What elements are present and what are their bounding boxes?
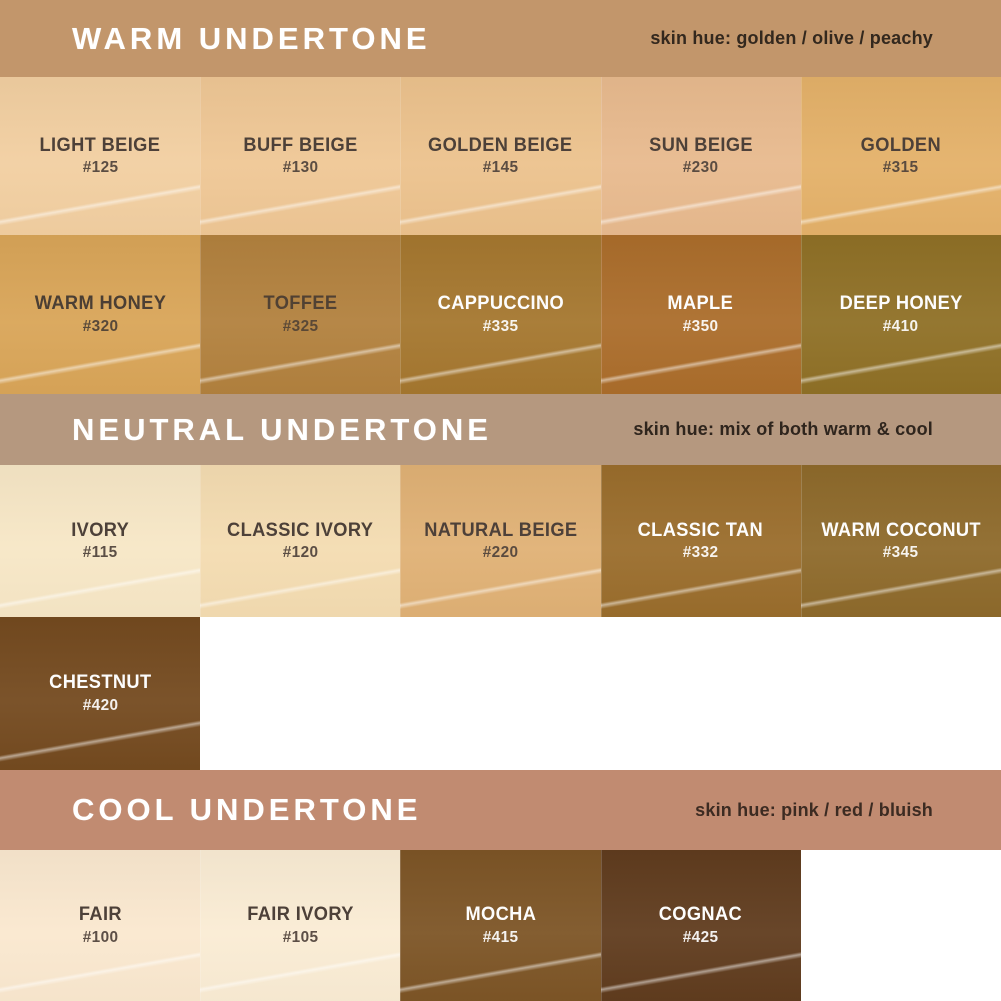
shade-code: #145 — [482, 159, 519, 177]
warm-undertone-header: WARM UNDERTONE skin hue: golden / olive … — [0, 0, 1001, 77]
empty-cell — [200, 617, 1001, 770]
swatch-cappuccino: CAPPUCCINO #335 — [400, 235, 601, 394]
shade-code: #315 — [883, 159, 919, 177]
shade-name: SUN BEIGE — [648, 134, 753, 156]
shade-code: #410 — [883, 317, 919, 335]
shade-name: IVORY — [71, 519, 130, 541]
cool-swatch-row: FAIR #100 FAIR IVORY #105 MOCHA #415 COG… — [0, 850, 1001, 1001]
swatch-warm-honey: WARM HONEY #320 — [0, 235, 201, 394]
neutral-swatch-row-2: CHESTNUT #420 — [0, 617, 1001, 770]
swatch-classic-ivory: CLASSIC IVORY #120 — [200, 465, 401, 617]
shade-name: COGNAC — [659, 904, 743, 926]
shade-name: BUFF BEIGE — [243, 134, 358, 156]
swatch-warm-coconut: WARM COCONUT #345 — [800, 465, 1001, 617]
shade-code: #120 — [282, 544, 319, 562]
warm-undertone-title: WARM UNDERTONE — [72, 20, 431, 56]
swatch-fair: FAIR #100 — [0, 850, 201, 1001]
shade-name: FAIR — [78, 904, 122, 926]
shade-code: #220 — [482, 544, 519, 562]
shade-name: LIGHT BEIGE — [39, 134, 161, 156]
swatch-deep-honey: DEEP HONEY #410 — [800, 235, 1001, 394]
shade-code: #420 — [82, 696, 118, 714]
shade-code: #425 — [682, 928, 719, 946]
swatch-toffee: TOFFEE #325 — [200, 235, 401, 394]
shade-code: #332 — [682, 544, 719, 562]
shade-name: WARM HONEY — [34, 293, 166, 315]
shade-code: #100 — [82, 928, 118, 946]
shade-name: NATURAL BEIGE — [423, 519, 578, 541]
shade-code: #345 — [883, 544, 919, 562]
swatch-light-beige: LIGHT BEIGE #125 — [0, 77, 201, 235]
neutral-undertone-header: NEUTRAL UNDERTONE skin hue: mix of both … — [0, 394, 1001, 465]
shade-name: FAIR IVORY — [247, 904, 354, 926]
shade-code: #350 — [682, 317, 719, 335]
swatch-golden: GOLDEN #315 — [800, 77, 1001, 235]
shade-name: TOFFEE — [263, 293, 338, 315]
swatch-maple: MAPLE #350 — [600, 235, 802, 394]
swatch-mocha: MOCHA #415 — [400, 850, 601, 1001]
shade-name: CHESTNUT — [48, 672, 152, 694]
swatch-golden-beige: GOLDEN BEIGE #145 — [400, 77, 601, 235]
shade-name: MAPLE — [667, 293, 734, 315]
swatch-buff-beige: BUFF BEIGE #130 — [200, 77, 401, 235]
shade-code: #320 — [82, 317, 118, 335]
neutral-undertone-title: NEUTRAL UNDERTONE — [72, 411, 492, 447]
shade-name: CAPPUCCINO — [437, 293, 564, 315]
shade-code: #130 — [282, 159, 319, 177]
swatch-chestnut: CHESTNUT #420 — [0, 617, 201, 770]
swatch-natural-beige: NATURAL BEIGE #220 — [400, 465, 601, 617]
cool-undertone-title: COOL UNDERTONE — [72, 792, 422, 827]
warm-undertone-subtitle: skin hue: golden / olive / peachy — [650, 28, 933, 48]
shade-name: GOLDEN — [860, 134, 942, 156]
shade-code: #325 — [282, 317, 319, 335]
shade-name: CLASSIC TAN — [637, 519, 764, 541]
warm-swatch-row-2: WARM HONEY #320 TOFFEE #325 CAPPUCCINO #… — [0, 235, 1001, 394]
shade-code: #115 — [82, 544, 118, 562]
cool-undertone-subtitle: skin hue: pink / red / bluish — [695, 799, 933, 820]
swatch-cognac: COGNAC #425 — [600, 850, 802, 1001]
shade-code: #335 — [482, 317, 519, 335]
warm-swatch-row-1: LIGHT BEIGE #125 BUFF BEIGE #130 GOLDEN … — [0, 77, 1001, 235]
swatch-sun-beige: SUN BEIGE #230 — [600, 77, 802, 235]
shade-name: WARM COCONUT — [821, 519, 981, 541]
shade-code: #105 — [282, 928, 319, 946]
neutral-swatch-row: IVORY #115 CLASSIC IVORY #120 NATURAL BE… — [0, 465, 1001, 617]
shade-name: MOCHA — [465, 904, 536, 926]
cool-undertone-header: COOL UNDERTONE skin hue: pink / red / bl… — [0, 770, 1001, 850]
swatch-classic-tan: CLASSIC TAN #332 — [600, 465, 802, 617]
shade-code: #415 — [482, 928, 519, 946]
empty-cell — [800, 850, 1001, 1001]
neutral-undertone-subtitle: skin hue: mix of both warm & cool — [633, 419, 933, 439]
shade-name: GOLDEN BEIGE — [428, 134, 573, 156]
shade-name: DEEP HONEY — [839, 293, 963, 315]
shade-code: #125 — [82, 159, 118, 177]
swatch-ivory: IVORY #115 — [0, 465, 201, 617]
shade-name: CLASSIC IVORY — [227, 519, 374, 541]
shade-code: #230 — [682, 159, 719, 177]
swatch-fair-ivory: FAIR IVORY #105 — [200, 850, 401, 1001]
